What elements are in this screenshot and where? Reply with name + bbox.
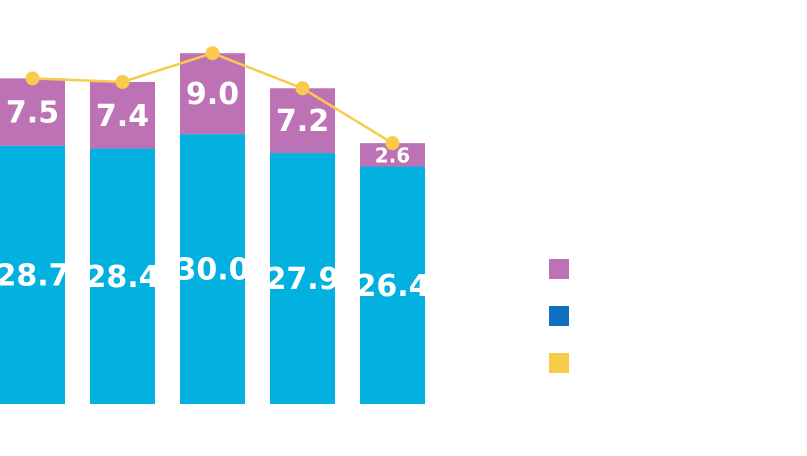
total-point-3 [295,81,310,96]
legend-swatch-1 [549,306,569,326]
bar-segment-base-2 [180,134,245,404]
bar-segment-base-1 [90,148,155,404]
bar-segment-top-0 [0,78,65,146]
bar-segment-top-2 [180,53,245,135]
total-point-1 [115,74,130,89]
legend-swatch-2 [549,353,569,373]
data-label-top-2: 9.0 [186,77,239,112]
data-label-base-3: 27.9 [265,262,339,297]
total-point-2 [205,46,220,61]
bar-segment-base-0 [0,145,65,404]
data-label-top-3: 7.2 [276,104,329,139]
data-label-top-1: 7.4 [96,99,149,134]
bar-segment-top-4 [360,143,425,167]
data-label-base-1: 28.4 [85,260,159,295]
data-label-base-0: 28.7 [0,258,70,293]
bar-segment-base-3 [270,153,335,404]
legend [549,259,569,373]
data-label-base-4: 26.4 [355,269,429,304]
bar-segment-base-4 [360,166,425,404]
bar-segment-top-1 [90,81,155,149]
data-labels-group: 28.77.528.47.430.09.027.97.226.42.6 [0,77,430,304]
data-label-base-2: 30.0 [175,253,249,288]
total-point-4 [385,136,400,151]
total-line-group [25,46,400,151]
data-label-top-0: 7.5 [6,96,59,131]
legend-swatch-0 [549,259,569,279]
total-point-0 [25,71,40,86]
bar-segment-top-3 [270,88,335,154]
bars-group [0,53,425,404]
